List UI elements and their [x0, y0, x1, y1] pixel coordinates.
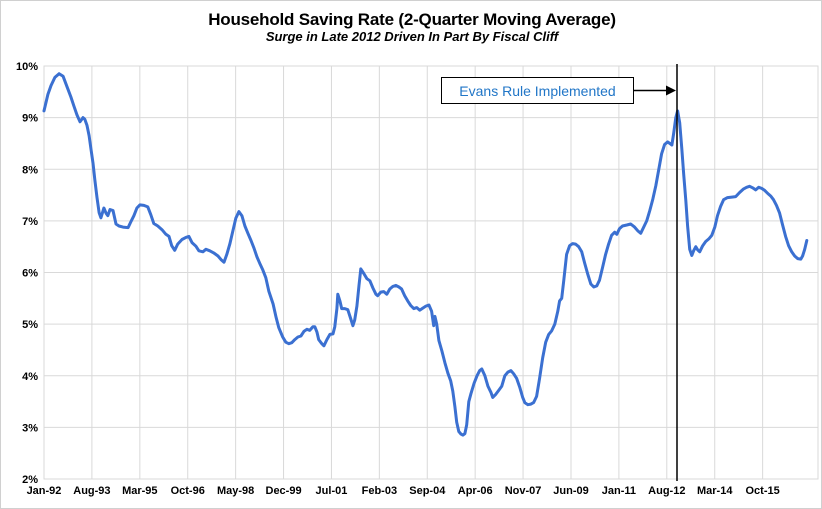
x-tick-label: Jan-11 [602, 485, 636, 497]
annotation-callout-box: Evans Rule Implemented [441, 77, 634, 104]
y-tick-label: 6% [22, 268, 38, 280]
series-line [42, 72, 809, 437]
chart-title: Household Saving Rate (2-Quarter Moving … [208, 10, 616, 29]
y-tick-label: 10% [16, 61, 38, 73]
plot-border [43, 65, 819, 480]
x-tick-label: Apr-06 [458, 485, 493, 497]
x-tick-label: May-98 [217, 485, 254, 497]
x-tick-label: Jul-01 [316, 485, 348, 497]
x-tick-label: Jan-92 [27, 485, 62, 497]
x-tick-label: Nov-07 [505, 485, 542, 497]
chart-subtitle: Surge in Late 2012 Driven In Part By Fis… [265, 29, 559, 44]
y-tick-label: 3% [22, 422, 38, 434]
x-tick-label: Oct-96 [171, 485, 205, 497]
x-tick-label: Jun-09 [553, 485, 588, 497]
x-tick-label: Dec-99 [266, 485, 302, 497]
annotation-label: Evans Rule Implemented [459, 82, 616, 99]
y-tick-label: 4% [22, 371, 38, 383]
y-tick-label: 9% [22, 113, 38, 125]
x-tick-label: Aug-12 [648, 485, 685, 497]
y-tick-label: 2% [22, 474, 38, 486]
y-tick-label: 7% [22, 216, 38, 228]
y-tick-label: 5% [22, 319, 38, 331]
x-tick-label: Oct-15 [746, 485, 780, 497]
x-tick-label: Aug-93 [73, 485, 110, 497]
x-tick-label: Feb-03 [362, 485, 397, 497]
annotation-arrowhead-icon [665, 85, 676, 96]
x-tick-label: Mar-14 [697, 485, 733, 497]
x-tick-label: Mar-95 [122, 485, 157, 497]
y-tick-label: 8% [22, 164, 38, 176]
x-tick-label: Sep-04 [409, 485, 446, 497]
